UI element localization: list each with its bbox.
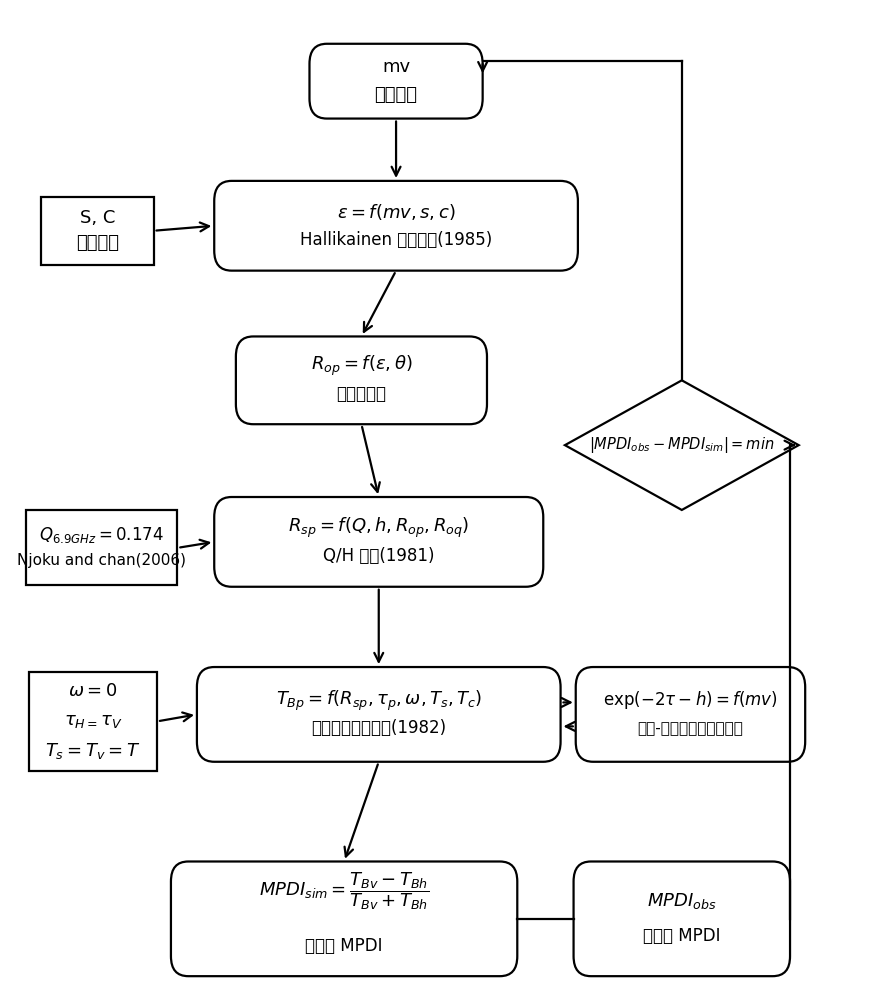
Text: 零阶辐射传输方程(1982): 零阶辐射传输方程(1982): [311, 719, 446, 737]
Text: 植被-粗糙度综合影响参数: 植被-粗糙度综合影响参数: [638, 721, 743, 736]
Text: 土壤水分: 土壤水分: [374, 86, 418, 104]
Text: 菲尼尔方程: 菲尼尔方程: [337, 385, 387, 403]
Text: $T_{Bp} = f(R_{sp},\tau_p,\omega,T_s,T_c)$: $T_{Bp} = f(R_{sp},\tau_p,\omega,T_s,T_c…: [275, 688, 482, 713]
Text: $|MPDI_{obs} - MPDI_{sim}|= min$: $|MPDI_{obs} - MPDI_{sim}|= min$: [589, 435, 774, 455]
Text: 观测的 MPDI: 观测的 MPDI: [643, 927, 721, 945]
FancyBboxPatch shape: [214, 497, 544, 587]
Text: $T_s = T_v = T$: $T_s = T_v = T$: [45, 741, 141, 761]
Text: $\varepsilon = f(mv,s,c)$: $\varepsilon = f(mv,s,c)$: [337, 202, 455, 222]
Text: $\tau_{H=}\tau_V$: $\tau_{H=}\tau_V$: [64, 712, 122, 730]
Text: $\omega = 0$: $\omega = 0$: [69, 682, 118, 700]
Polygon shape: [565, 380, 798, 510]
FancyBboxPatch shape: [26, 510, 177, 585]
Text: S, C: S, C: [79, 209, 115, 227]
FancyBboxPatch shape: [197, 667, 560, 762]
Text: $R_{op} = f(\varepsilon,\theta)$: $R_{op} = f(\varepsilon,\theta)$: [311, 354, 413, 378]
Text: mv: mv: [382, 58, 410, 76]
FancyBboxPatch shape: [576, 667, 805, 762]
Text: 土壤质地: 土壤质地: [76, 234, 119, 252]
FancyBboxPatch shape: [236, 336, 487, 424]
Text: Q/H 模型(1981): Q/H 模型(1981): [323, 547, 435, 565]
FancyBboxPatch shape: [574, 861, 790, 976]
Text: $MPDI_{sim} = \dfrac{T_{Bv}-T_{Bh}}{T_{Bv}+T_{Bh}}$: $MPDI_{sim} = \dfrac{T_{Bv}-T_{Bh}}{T_{B…: [259, 871, 429, 912]
Text: 模拟的 MPDI: 模拟的 MPDI: [306, 937, 383, 955]
Text: $MPDI_{obs}$: $MPDI_{obs}$: [647, 891, 716, 911]
Text: $\exp(-2\tau - h) = f(mv)$: $\exp(-2\tau - h) = f(mv)$: [603, 689, 778, 711]
FancyBboxPatch shape: [41, 197, 153, 265]
Text: Hallikainen 经验模型(1985): Hallikainen 经验模型(1985): [300, 231, 492, 249]
FancyBboxPatch shape: [214, 181, 578, 271]
FancyBboxPatch shape: [309, 44, 483, 119]
FancyBboxPatch shape: [29, 672, 157, 771]
Text: $R_{sp} = f(Q,h,R_{op},R_{oq})$: $R_{sp} = f(Q,h,R_{op},R_{oq})$: [288, 516, 470, 540]
FancyBboxPatch shape: [171, 861, 518, 976]
Text: Njoku and chan(2006): Njoku and chan(2006): [17, 553, 186, 568]
Text: $Q_{6.9GHz} = 0.174$: $Q_{6.9GHz} = 0.174$: [39, 525, 164, 545]
